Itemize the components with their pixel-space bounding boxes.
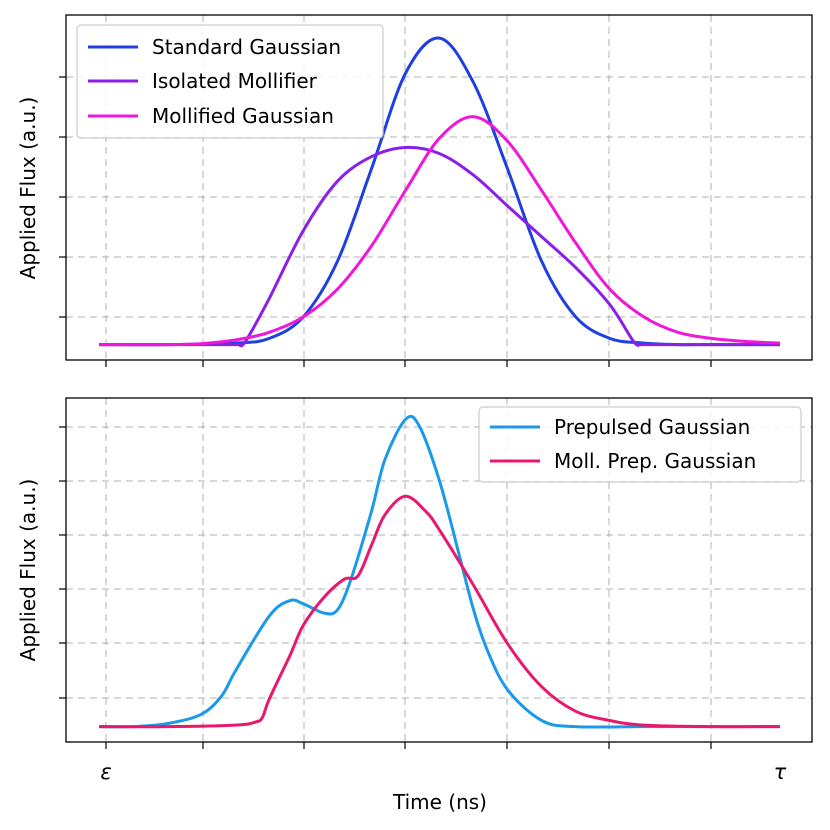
bottom-series [98,414,781,729]
top-axes-frame [65,14,813,361]
series-line-moll-prep-gaussian [98,494,781,729]
series-line-isolated-mollifier [99,145,780,348]
bottom-ticks [59,426,712,749]
x-tick-label-epsilon: ε [100,760,111,784]
bottom-legend-box [478,406,802,483]
top-legend: Standard Gaussian Isolated Mollifier Mol… [76,24,384,139]
legend-label-standard-gaussian: Standard Gaussian [152,35,341,59]
legend-label-moll-prep-gaussian: Moll. Prep. Gaussian [554,449,756,473]
series-line-mollified-gaussian [98,115,781,347]
legend-label-isolated-mollifier: Isolated Mollifier [152,69,318,93]
bottom-grid [66,398,812,742]
series-line-prepulsed-gaussian [98,414,780,729]
top-legend-box [76,24,384,139]
legend-label-mollified-gaussian: Mollified Gaussian [152,104,334,128]
x-tick-label-tau: τ [774,760,787,784]
top-series [98,36,781,348]
legend-label-prepulsed-gaussian: Prepulsed Gaussian [554,415,750,439]
bottom-ylabel: Applied Flux (a.u.) [16,479,40,662]
bottom-panel: Applied Flux (a.u.) ε τ Time (ns) Prepul… [16,397,813,814]
top-ylabel: Applied Flux (a.u.) [16,97,40,280]
bottom-legend: Prepulsed Gaussian Moll. Prep. Gaussian [478,406,802,483]
x-axis-label: Time (ns) [392,790,487,814]
top-panel: Applied Flux (a.u.) Standard Gaussian Is… [16,14,813,367]
top-ticks [59,76,712,367]
bottom-axes-frame [65,397,813,743]
